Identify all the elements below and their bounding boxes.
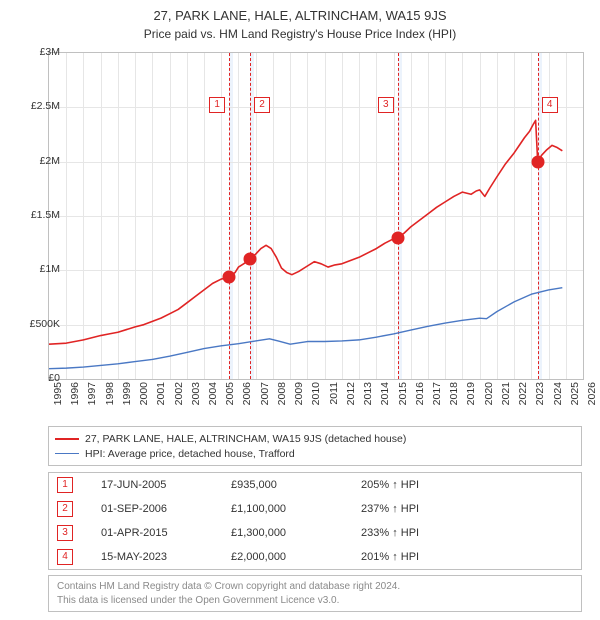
transaction-index-box: 2 [57, 501, 73, 517]
transaction-vs-hpi: 205% ↑ HPI [361, 479, 573, 491]
x-axis-label: 1996 [69, 382, 81, 416]
y-axis-label: £1M [16, 263, 60, 275]
event-label-box: 4 [542, 97, 558, 113]
x-axis-label: 1995 [52, 382, 64, 416]
legend-item: 27, PARK LANE, HALE, ALTRINCHAM, WA15 9J… [55, 431, 575, 446]
transaction-date: 01-APR-2015 [101, 527, 231, 539]
x-axis-label: 2018 [448, 382, 460, 416]
event-label-box: 1 [209, 97, 225, 113]
x-axis-label: 1997 [86, 382, 98, 416]
y-axis-label: £1.5M [16, 209, 60, 221]
x-axis-label: 2013 [362, 382, 374, 416]
x-axis-label: 2025 [569, 382, 581, 416]
x-axis-label: 2002 [173, 382, 185, 416]
x-axis-label: 2014 [379, 382, 391, 416]
x-axis-label: 2017 [431, 382, 443, 416]
chart-title: 27, PARK LANE, HALE, ALTRINCHAM, WA15 9J… [0, 0, 600, 25]
x-axis-label: 2011 [328, 382, 340, 416]
series-line-hpi [49, 288, 562, 369]
transaction-vs-hpi: 237% ↑ HPI [361, 503, 573, 515]
transaction-price: £1,100,000 [231, 503, 361, 515]
transaction-price: £935,000 [231, 479, 361, 491]
x-axis-label: 2019 [465, 382, 477, 416]
transaction-vs-hpi: 201% ↑ HPI [361, 551, 573, 563]
y-axis-label: £2M [16, 155, 60, 167]
legend-label: 27, PARK LANE, HALE, ALTRINCHAM, WA15 9J… [85, 433, 406, 445]
event-label-box: 2 [254, 97, 270, 113]
event-label-box: 3 [378, 97, 394, 113]
series-svg [49, 53, 583, 379]
x-axis-label: 2026 [586, 382, 598, 416]
x-axis-label: 2009 [293, 382, 305, 416]
transactions-table: 1 17-JUN-2005£935,000205% ↑ HPI 2 01-SEP-20… [48, 472, 582, 570]
price-marker [391, 231, 404, 244]
transaction-vs-hpi: 233% ↑ HPI [361, 527, 573, 539]
price-marker [531, 155, 544, 168]
x-axis-label: 2022 [517, 382, 529, 416]
x-axis-label: 1998 [104, 382, 116, 416]
y-axis-label: £2.5M [16, 100, 60, 112]
x-axis-label: 2004 [207, 382, 219, 416]
transaction-price: £1,300,000 [231, 527, 361, 539]
attribution-box: Contains HM Land Registry data © Crown c… [48, 575, 582, 612]
x-axis-label: 2023 [534, 382, 546, 416]
x-axis-label: 1999 [121, 382, 133, 416]
x-axis-label: 2008 [276, 382, 288, 416]
legend-swatch [55, 453, 79, 454]
chart-container: { "title": "27, PARK LANE, HALE, ALTRINC… [0, 0, 600, 620]
legend-swatch [55, 438, 79, 440]
transaction-date: 17-JUN-2005 [101, 479, 231, 491]
x-axis-label: 2001 [155, 382, 167, 416]
legend-label: HPI: Average price, detached house, Traf… [85, 448, 295, 460]
transaction-index-box: 3 [57, 525, 73, 541]
plot-area: 1 2 3 4 [48, 52, 584, 380]
transaction-row: 2 01-SEP-2006£1,100,000237% ↑ HPI [49, 497, 581, 521]
x-axis-label: 2005 [224, 382, 236, 416]
x-axis-label: 2012 [345, 382, 357, 416]
transaction-index-box: 4 [57, 549, 73, 565]
y-axis-label: £500K [16, 318, 60, 330]
transaction-row: 3 01-APR-2015£1,300,000233% ↑ HPI [49, 521, 581, 545]
x-axis-label: 2016 [414, 382, 426, 416]
chart-subtitle: Price paid vs. HM Land Registry's House … [0, 25, 600, 43]
transaction-row: 1 17-JUN-2005£935,000205% ↑ HPI [49, 473, 581, 497]
legend-box: 27, PARK LANE, HALE, ALTRINCHAM, WA15 9J… [48, 426, 582, 466]
x-axis-label: 2000 [138, 382, 150, 416]
transaction-price: £2,000,000 [231, 551, 361, 563]
price-marker [223, 271, 236, 284]
x-axis-label: 2021 [500, 382, 512, 416]
transaction-date: 15-MAY-2023 [101, 551, 231, 563]
series-line-price_paid [49, 120, 562, 344]
transaction-row: 4 15-MAY-2023£2,000,000201% ↑ HPI [49, 545, 581, 569]
transaction-date: 01-SEP-2006 [101, 503, 231, 515]
x-axis-label: 2003 [190, 382, 202, 416]
x-axis-label: 2007 [259, 382, 271, 416]
transaction-index-box: 1 [57, 477, 73, 493]
y-axis-label: £3M [16, 46, 60, 58]
x-axis-label: 2020 [483, 382, 495, 416]
x-axis-label: 2024 [552, 382, 564, 416]
price-marker [244, 253, 257, 266]
legend-item: HPI: Average price, detached house, Traf… [55, 446, 575, 461]
x-axis-label: 2015 [397, 382, 409, 416]
attribution-line: Contains HM Land Registry data © Crown c… [57, 580, 573, 594]
x-axis-label: 2010 [310, 382, 322, 416]
x-axis-label: 2006 [241, 382, 253, 416]
attribution-line: This data is licensed under the Open Gov… [57, 594, 573, 608]
